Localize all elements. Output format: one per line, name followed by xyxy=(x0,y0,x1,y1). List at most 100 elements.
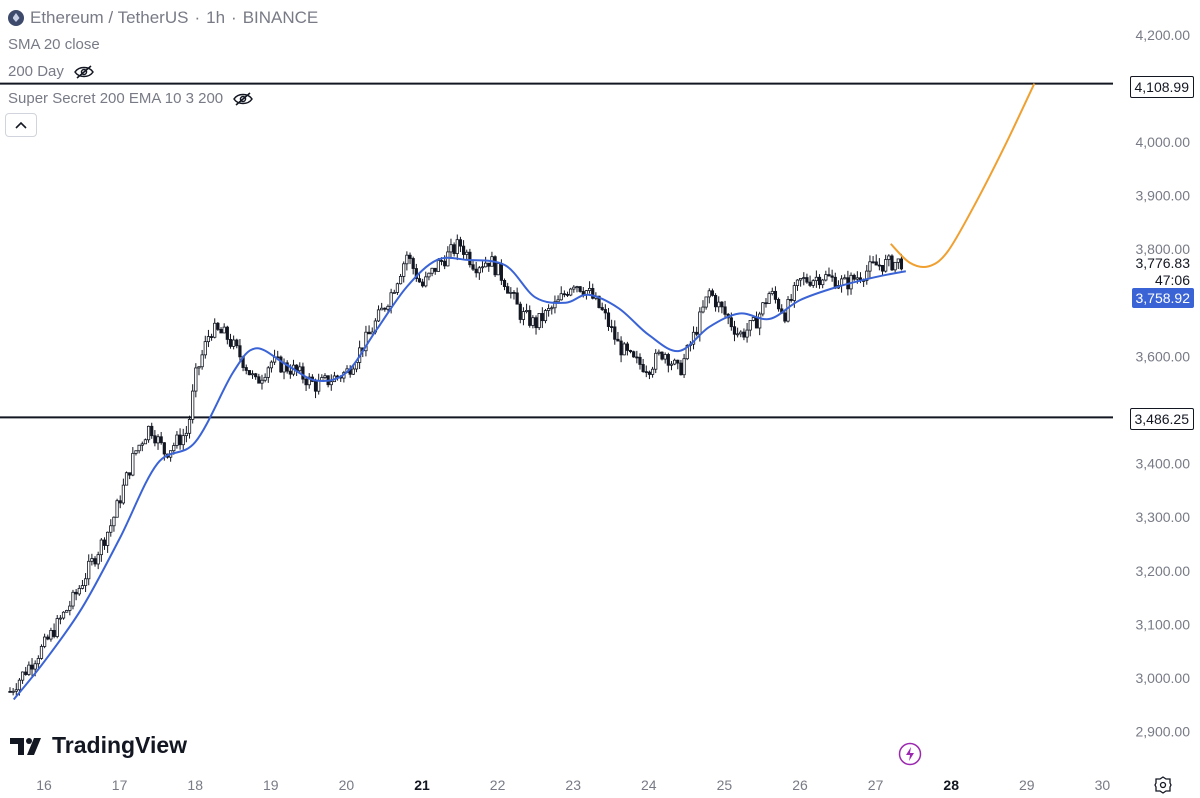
price-tick-label: 3,900.00 xyxy=(1136,188,1191,204)
candle xyxy=(307,373,311,389)
candle xyxy=(616,331,620,342)
candle xyxy=(874,254,878,266)
indicator-label: Super Secret 200 EMA 10 3 200 xyxy=(8,90,224,107)
candle xyxy=(515,287,519,305)
candle xyxy=(178,428,182,450)
candle xyxy=(310,374,314,383)
candle xyxy=(739,330,743,338)
sma-line xyxy=(12,256,907,701)
candle xyxy=(682,353,686,378)
time-tick-label: 30 xyxy=(1095,777,1111,793)
candle xyxy=(304,376,308,391)
candle xyxy=(74,588,78,601)
horizontal-lines-layer xyxy=(0,82,1113,419)
candle xyxy=(146,425,151,443)
candle xyxy=(736,327,740,338)
candle xyxy=(556,295,560,303)
candle xyxy=(124,471,129,486)
price-tick-label: 3,200.00 xyxy=(1136,563,1191,579)
candle xyxy=(506,282,510,294)
candle xyxy=(200,349,204,370)
time-tick-label: 17 xyxy=(112,777,128,793)
time-tick-label: 25 xyxy=(717,777,733,793)
candle xyxy=(726,312,730,325)
candle xyxy=(487,262,491,272)
price-axis: 4,200.00 4,000.00 3,900.00 3,800.00 3,600.00… xyxy=(1136,27,1191,740)
candle xyxy=(96,551,100,570)
candle xyxy=(257,373,261,384)
candle xyxy=(219,327,223,334)
settings-gear-icon[interactable] xyxy=(1154,776,1172,794)
candle xyxy=(20,671,25,684)
lightning-icon[interactable] xyxy=(898,742,922,766)
indicator-row-200day[interactable]: 200 Day xyxy=(8,58,318,85)
exchange-label: BINANCE xyxy=(242,7,319,27)
candle xyxy=(493,255,497,278)
price-tick-label: 3,800.00 xyxy=(1136,241,1191,257)
candle xyxy=(329,374,333,391)
candle xyxy=(710,288,715,297)
price-tick-label: 3,600.00 xyxy=(1136,348,1191,364)
candle xyxy=(222,323,226,334)
candle xyxy=(27,661,31,676)
candle xyxy=(647,370,652,380)
ethereum-icon xyxy=(8,9,24,26)
candle xyxy=(83,573,88,593)
candle xyxy=(635,350,639,364)
candle xyxy=(228,333,233,349)
symbol-row[interactable]: Ethereum / TetherUS · 1h · BINANCE xyxy=(8,4,318,31)
candle xyxy=(565,291,570,297)
candle xyxy=(547,304,551,317)
candle xyxy=(660,351,664,361)
hidden-eye-icon[interactable] xyxy=(73,64,94,79)
candle xyxy=(808,275,812,288)
candle xyxy=(474,261,478,278)
indicator-row-sma[interactable]: SMA 20 close xyxy=(8,31,318,58)
candle xyxy=(691,326,696,350)
indicator-row-secret-ema[interactable]: Super Secret 200 EMA 10 3 200 xyxy=(8,85,318,112)
candle xyxy=(484,256,488,268)
candle xyxy=(666,352,670,373)
candle xyxy=(619,336,623,363)
candle xyxy=(153,430,157,447)
price-tick-label: 3,000.00 xyxy=(1136,670,1191,686)
candle xyxy=(197,366,201,376)
hidden-eye-icon[interactable] xyxy=(233,91,254,106)
candle xyxy=(247,370,251,376)
candle xyxy=(90,553,94,566)
candle xyxy=(591,283,595,300)
candle xyxy=(52,623,56,639)
candle xyxy=(654,349,658,374)
candle xyxy=(559,286,563,301)
candle xyxy=(550,305,554,315)
candle xyxy=(8,687,12,693)
collapse-legend-button[interactable] xyxy=(5,113,37,137)
candle xyxy=(468,248,472,268)
candle xyxy=(364,325,368,357)
time-tick-label: 24 xyxy=(641,777,657,793)
candle xyxy=(761,301,765,317)
candle xyxy=(713,293,718,312)
candle xyxy=(156,434,160,450)
time-tick-label: 28 xyxy=(943,777,959,793)
candle xyxy=(112,516,116,532)
candle xyxy=(225,325,229,345)
candle xyxy=(269,360,274,373)
interval-label: 1h xyxy=(206,7,226,27)
candle xyxy=(206,329,211,348)
candle xyxy=(896,258,900,270)
candle xyxy=(827,267,831,277)
candle xyxy=(795,279,800,291)
candle xyxy=(14,683,18,696)
candle xyxy=(323,373,327,380)
candle xyxy=(884,254,888,273)
candle xyxy=(622,341,626,356)
candle xyxy=(606,307,611,331)
candle xyxy=(569,287,573,297)
candle xyxy=(843,274,847,280)
candle xyxy=(641,358,645,373)
chevron-up-icon xyxy=(15,121,27,129)
candle xyxy=(209,333,214,341)
price-tick-label: 3,300.00 xyxy=(1136,509,1191,525)
